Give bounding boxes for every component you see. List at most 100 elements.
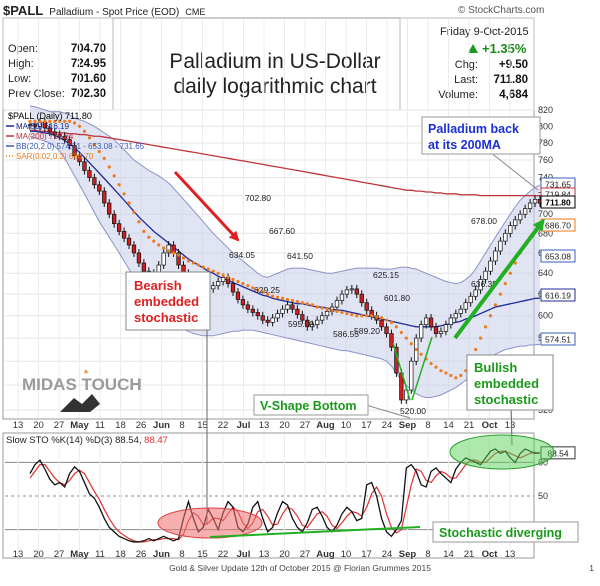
sar-dot <box>201 265 205 269</box>
stoch-x-tick-label: 8 <box>179 549 184 560</box>
stoch-x-tick-label: 13 <box>13 549 24 560</box>
x-tick-label: 17 <box>361 420 372 431</box>
stoch-x-tick-label: Sep <box>399 549 417 560</box>
price-label: 520.00 <box>400 406 426 416</box>
candle-body <box>245 304 251 310</box>
sar-dot <box>186 259 191 263</box>
exchange: CME <box>185 7 206 17</box>
sar-dot <box>102 156 106 160</box>
stat-label: Low: <box>8 73 31 85</box>
right-tag-label: 574.51 <box>545 335 571 345</box>
x-tick-label: 8 <box>179 420 184 431</box>
pct-change: +1.35% <box>482 41 527 56</box>
candle-body <box>112 213 117 225</box>
stoch-div-label: Stochastic diverging <box>439 526 562 540</box>
sar-dot <box>171 251 176 255</box>
sar-dot <box>454 376 458 380</box>
candle-body <box>235 291 241 300</box>
stats-box-left <box>2 17 114 111</box>
candle-body <box>295 308 300 315</box>
right-tag-box <box>540 249 576 263</box>
candle-body <box>285 304 290 310</box>
candle-body <box>508 225 513 234</box>
sar-dot <box>226 275 230 279</box>
x-tick-label: 18 <box>115 420 126 431</box>
stoch-x-tick-label: Jul <box>237 549 251 560</box>
right-tag-label: 616.19 <box>545 291 571 301</box>
price-label: 595.00 <box>288 319 314 329</box>
x-tick-label: 20 <box>279 420 290 431</box>
sar-dot <box>394 325 399 329</box>
sar-dot <box>72 121 77 125</box>
candle-body <box>97 184 102 192</box>
candle-body <box>498 240 503 252</box>
pall-back-link <box>489 151 539 191</box>
stoch-x-tick-label: May <box>70 549 89 560</box>
sar-dot <box>97 149 101 154</box>
sar-dot <box>295 300 299 304</box>
bullish-line3: stochastic <box>474 392 538 407</box>
bullish-line2: embedded <box>474 376 539 391</box>
stoch-tag-label: 88.54 <box>547 448 569 458</box>
x-tick-label: 15 <box>197 420 208 431</box>
sar-dot <box>290 298 295 303</box>
stat-value: 711.80 <box>493 74 528 86</box>
page-number: 1 <box>589 563 594 573</box>
sar-dot <box>384 318 389 322</box>
y-tick-label: 700 <box>538 209 553 219</box>
candle-body <box>428 317 434 328</box>
sar-dot <box>176 253 181 257</box>
price-label: 629.25 <box>254 285 280 295</box>
stoch-x-tick-label: 20 <box>279 549 290 560</box>
legend-item: SAR(0.02,0.2) 686.70 <box>16 152 94 161</box>
x-tick-label: 11 <box>95 420 105 431</box>
price-label: 586.55 <box>333 329 359 339</box>
stat-label: Prev Close: <box>8 88 65 100</box>
candle-body <box>300 314 305 321</box>
candle-body <box>121 231 127 239</box>
sar-dot <box>375 315 379 319</box>
sar-dot <box>483 325 488 329</box>
sar-dot <box>246 284 250 288</box>
stoch-x-tick-label: 17 <box>361 549 372 560</box>
stoch-x-tick-label: 13 <box>259 549 270 560</box>
y-tick-label: 820 <box>538 105 553 115</box>
sar-dot <box>63 119 67 123</box>
candle-body <box>522 208 528 215</box>
stoch-x-tick-label: 18 <box>115 549 126 560</box>
candle-body <box>344 289 350 295</box>
candle-body <box>438 330 444 334</box>
right-tag-box <box>540 195 576 209</box>
stat-label: Chg: <box>455 59 478 71</box>
y-tick-label: 800 <box>538 121 553 131</box>
candle-body <box>532 198 538 204</box>
candle-body <box>116 223 122 232</box>
stat-value: 704.70 <box>71 43 106 55</box>
x-tick-label: 10 <box>341 420 352 431</box>
symbol: $PALL <box>3 3 44 18</box>
sar-dot <box>508 271 512 275</box>
candle-body <box>77 155 82 163</box>
price-label: 702.80 <box>245 193 271 203</box>
footer: Gold & Silver Update 12th of October 201… <box>169 563 431 573</box>
sar-dot <box>216 271 220 275</box>
price-labels: 702.80 667.60 641.50 634.05 629.25 625.15 601.… <box>229 193 497 416</box>
bullish-box <box>466 354 554 411</box>
sar-dot <box>142 229 146 233</box>
candle-body <box>290 304 295 310</box>
sar-dot <box>474 347 478 352</box>
bullish-line1: Bullish <box>474 360 517 375</box>
sar-dot <box>434 365 438 369</box>
stoch-legend-d: 88.47 <box>144 435 168 446</box>
sar-dot <box>271 294 275 298</box>
sar-dot <box>409 342 413 346</box>
y-tick-label: 780 <box>538 138 553 148</box>
candle-body <box>473 289 478 297</box>
candle-body <box>354 288 359 295</box>
candle-body <box>483 270 488 280</box>
sar-dot <box>191 261 195 265</box>
sar-dot <box>181 256 186 260</box>
sar-dot <box>87 136 92 140</box>
sar-dot <box>266 292 270 296</box>
sar-dot <box>162 246 166 250</box>
